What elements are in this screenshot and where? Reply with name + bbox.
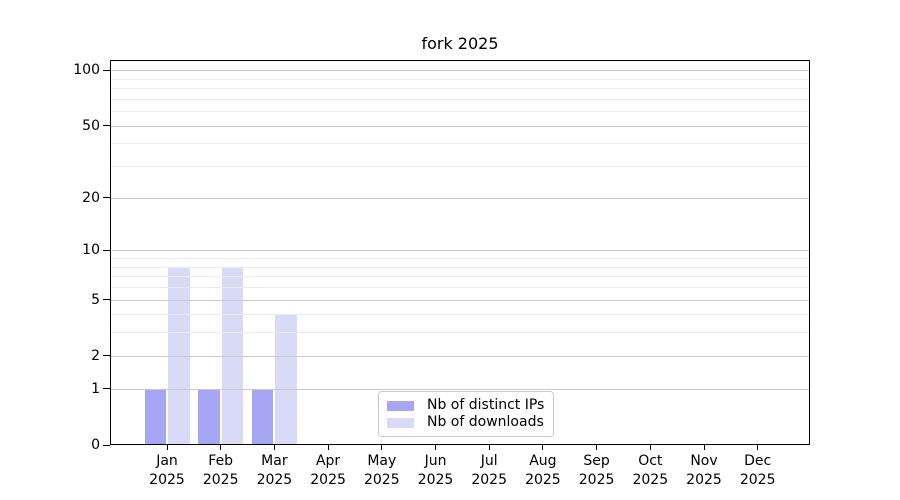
minor-gridline xyxy=(111,143,809,145)
y-tick-label: 50 xyxy=(82,117,100,134)
bar-distinct-ips xyxy=(198,388,220,444)
x-tick-label: Feb 2025 xyxy=(202,453,239,488)
chart-title: fork 2025 xyxy=(421,34,499,53)
x-tickmark xyxy=(649,445,651,450)
x-tickmark xyxy=(220,445,222,450)
x-tick-label: Dec 2025 xyxy=(739,453,776,488)
x-tick-label: Nov 2025 xyxy=(686,453,722,488)
bar-distinct-ips xyxy=(251,388,274,444)
x-tickmark xyxy=(435,445,436,450)
major-gridline xyxy=(111,125,809,127)
y-tickmark xyxy=(103,125,110,127)
minor-gridline xyxy=(111,111,809,113)
legend-item-distinct-ips: Nb of distinct IPs xyxy=(387,397,544,414)
x-tick-label: Apr 2025 xyxy=(310,453,346,488)
minor-gridline xyxy=(111,88,809,90)
legend: Nb of distinct IPs Nb of downloads xyxy=(378,391,555,437)
minor-gridline xyxy=(111,287,809,288)
major-gridline xyxy=(111,388,809,390)
plot-area xyxy=(110,60,810,445)
y-tickmark xyxy=(103,388,110,390)
y-tickmark xyxy=(103,299,110,300)
y-tick-label: 2 xyxy=(91,347,100,364)
major-gridline xyxy=(111,197,809,199)
minor-gridline xyxy=(111,78,809,80)
minor-gridline xyxy=(111,314,809,316)
y-tick-label: 20 xyxy=(82,189,100,206)
legend-swatch-downloads xyxy=(387,417,414,428)
major-gridline xyxy=(111,250,809,252)
legend-label-distinct-ips: Nb of distinct IPs xyxy=(427,397,545,413)
bar-downloads xyxy=(168,266,190,444)
x-tick-label: Sep 2025 xyxy=(578,453,615,488)
x-tick-label: Oct 2025 xyxy=(632,453,669,488)
minor-gridline xyxy=(111,332,809,334)
y-tickmark xyxy=(103,355,110,357)
bar-downloads xyxy=(275,314,297,444)
minor-gridline xyxy=(111,258,809,259)
x-tickmark xyxy=(596,445,598,450)
x-tickmark xyxy=(273,445,275,450)
x-tick-label: Mar 2025 xyxy=(256,453,293,488)
y-tick-label: 100 xyxy=(73,62,100,79)
legend-item-downloads: Nb of downloads xyxy=(387,414,544,431)
minor-gridline xyxy=(111,98,809,100)
x-tick-label: Aug 2025 xyxy=(525,453,561,488)
x-tickmark xyxy=(703,445,705,450)
major-gridline xyxy=(111,70,809,72)
y-tick-label: 1 xyxy=(91,380,100,397)
y-tick-label: 5 xyxy=(91,291,100,308)
x-tickmark xyxy=(327,445,329,450)
x-tick-label: Jun 2025 xyxy=(417,453,454,488)
y-tickmark xyxy=(103,444,110,446)
y-tickmark xyxy=(103,197,110,199)
minor-gridline xyxy=(111,166,809,168)
legend-swatch-distinct-ips xyxy=(387,400,414,411)
x-tick-label: Jul 2025 xyxy=(471,453,507,488)
x-tick-label: May 2025 xyxy=(363,453,400,488)
y-tick-label: 0 xyxy=(91,437,100,453)
x-tickmark xyxy=(757,445,759,450)
bar-distinct-ips xyxy=(144,388,166,444)
y-tickmark xyxy=(103,249,110,251)
x-tickmark xyxy=(488,445,490,450)
x-tickmark xyxy=(381,445,383,450)
bar-downloads xyxy=(221,266,244,444)
minor-gridline xyxy=(111,266,809,268)
major-gridline xyxy=(111,299,809,301)
y-tick-label: 10 xyxy=(82,242,100,259)
x-tickmark xyxy=(166,445,168,450)
x-tickmark xyxy=(542,445,544,450)
y-tickmark xyxy=(103,69,110,71)
minor-gridline xyxy=(111,276,809,278)
major-gridline xyxy=(111,355,809,357)
x-tick-label: Jan 2025 xyxy=(149,453,185,488)
legend-label-downloads: Nb of downloads xyxy=(427,414,544,430)
